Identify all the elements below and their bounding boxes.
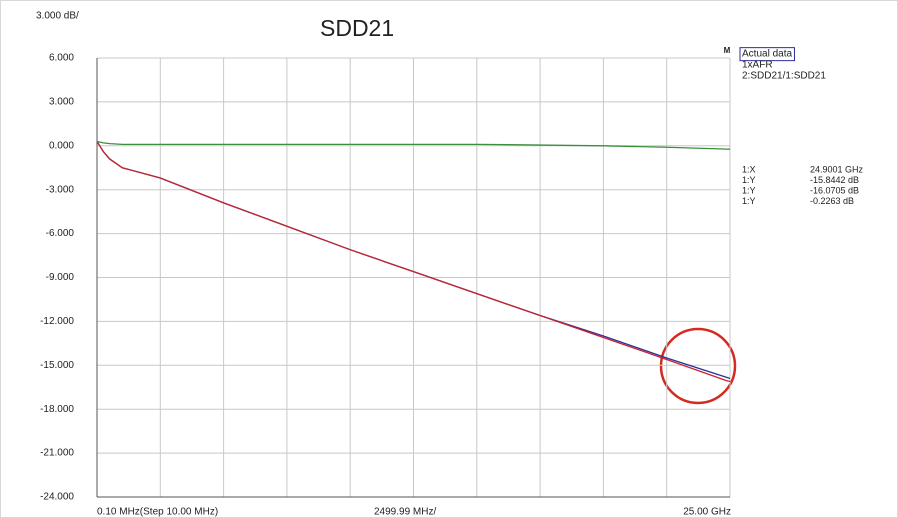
- readout-value: -16.0705 dB: [810, 185, 859, 195]
- chart-title: SDD21: [320, 15, 394, 41]
- y-tick-label: -3.000: [46, 184, 75, 195]
- scale-label: 3.000 dB/: [36, 11, 79, 22]
- highlight-circle: [659, 327, 737, 405]
- y-tick-label: -9.000: [46, 272, 75, 283]
- x-scale-label: 2499.99 MHz/: [374, 507, 436, 518]
- y-tick-label: 3.000: [49, 97, 74, 108]
- legend-entry: 2:SDD21/1:SDD21: [742, 71, 826, 82]
- series-line: [96, 141, 731, 383]
- y-tick-label: -15.000: [40, 360, 74, 371]
- marker-symbol: M: [724, 46, 731, 55]
- legend-entry: Actual data: [742, 49, 792, 60]
- readout-value: -0.2263 dB: [810, 196, 854, 206]
- y-tick-label: 6.000: [49, 53, 74, 64]
- series-line: [96, 140, 731, 150]
- readout-label: 1:Y: [742, 196, 756, 206]
- y-tick-label: -18.000: [40, 404, 74, 415]
- y-tick-label: -21.000: [40, 448, 74, 459]
- readout-value: -15.8442 dB: [810, 175, 859, 185]
- readout-label: 1:Y: [742, 185, 756, 195]
- readout-label: 1:Y: [742, 175, 756, 185]
- y-tick-label: -6.000: [46, 228, 75, 239]
- legend-entry: 1xAFR: [742, 60, 773, 71]
- x-stop-label: 25.00 GHz: [683, 507, 731, 518]
- y-tick-label: -24.000: [40, 492, 74, 503]
- legend-highlight: [739, 47, 795, 62]
- readout-label: 1:X: [742, 164, 756, 174]
- readout-value: 24.9001 GHz: [810, 164, 864, 174]
- y-tick-label: 0.000: [49, 140, 74, 151]
- x-start-label: 0.10 MHz(Step 10.00 MHz): [97, 507, 218, 518]
- y-tick-label: -12.000: [40, 316, 74, 327]
